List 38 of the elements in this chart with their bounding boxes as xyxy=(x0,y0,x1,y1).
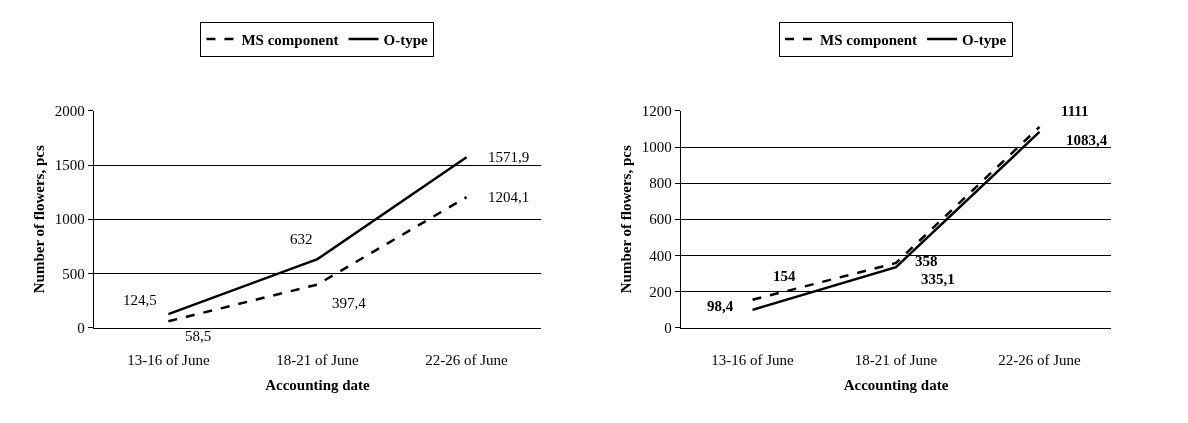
legend-label: MS component xyxy=(820,31,918,48)
x-tick-label: 22-26 of June xyxy=(425,351,509,368)
data-label: 98,4 xyxy=(707,298,734,314)
y-tick-label: 200 xyxy=(649,283,672,300)
data-label: 358 xyxy=(915,253,938,269)
y-tick-label: 1000 xyxy=(641,139,672,156)
x-tick-label: 13-16 of June xyxy=(127,351,210,368)
x-axis-title: Accounting date xyxy=(843,376,949,393)
data-label: 335,1 xyxy=(921,271,955,287)
x-tick-label: 13-16 of June xyxy=(711,351,795,368)
data-label: 1111 xyxy=(1061,103,1089,119)
y-tick-label: 400 xyxy=(649,247,672,264)
y-axis-title: Number of flowers, pcs xyxy=(618,145,635,294)
data-label: 632 xyxy=(290,231,313,247)
y-tick-label: 0 xyxy=(77,319,85,336)
y-tick-label: 1500 xyxy=(54,157,85,174)
data-label: 154 xyxy=(773,268,796,284)
y-tick-label: 600 xyxy=(649,211,672,228)
legend-label: MS component xyxy=(241,31,339,48)
y-tick-label: 1000 xyxy=(54,211,85,228)
y-axis-title: Number of flowers, pcs xyxy=(31,145,48,294)
y-tick-label: 800 xyxy=(649,175,672,192)
data-label: 1571,9 xyxy=(488,149,530,165)
x-axis-title: Accounting date xyxy=(265,376,371,393)
data-label: 1083,4 xyxy=(1066,132,1108,148)
y-tick-label: 1200 xyxy=(641,103,672,120)
y-tick-label: 0 xyxy=(664,319,672,336)
data-label: 1204,1 xyxy=(488,189,530,205)
x-tick-label: 18-21 of June xyxy=(854,351,938,368)
y-tick-label: 500 xyxy=(62,265,85,282)
y-tick-label: 2000 xyxy=(54,103,85,120)
legend-label: O-type xyxy=(383,31,429,48)
data-label: 397,4 xyxy=(332,295,367,311)
x-tick-label: 18-21 of June xyxy=(276,351,360,368)
legend-label: O-type xyxy=(962,31,1007,48)
x-tick-label: 22-26 of June xyxy=(998,351,1082,368)
data-label: 58,5 xyxy=(185,328,212,344)
data-label: 124,5 xyxy=(123,292,157,308)
